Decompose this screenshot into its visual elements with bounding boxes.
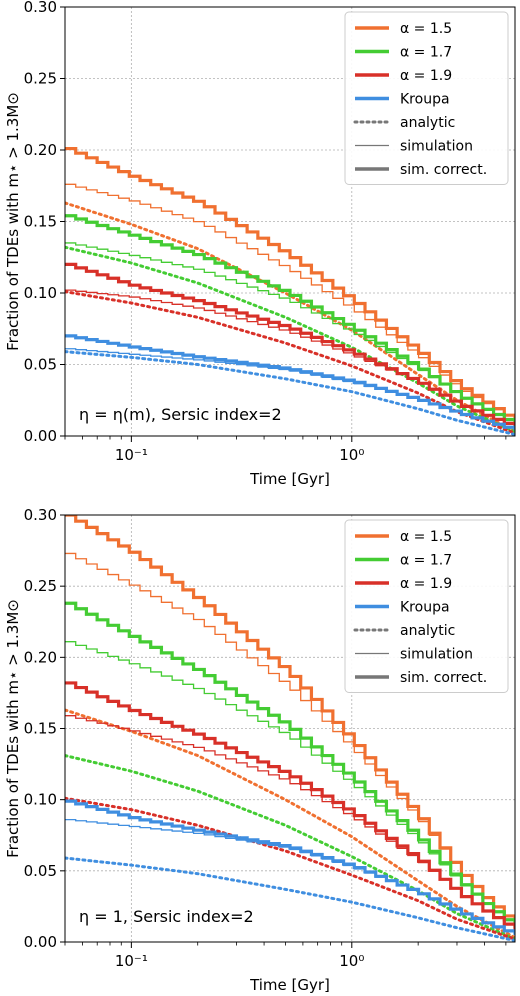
legend-box: [344, 11, 509, 185]
legend-label: Kroupa: [400, 600, 450, 616]
y-tick-label: 0.25: [24, 70, 57, 88]
legend-label: α = 1.5: [400, 529, 452, 545]
x-axis-label: Time [Gyr]: [249, 470, 330, 488]
legend-box: [344, 519, 509, 693]
series-sim-correct--line: [65, 515, 515, 925]
y-axis-label: Fraction of TDEs with m⋆ > 1.3M⊙: [4, 92, 22, 351]
y-tick-label: 0.05: [24, 862, 57, 880]
series-sim-correct--line: [65, 334, 515, 431]
series-simulation-line: [65, 641, 515, 928]
y-tick-label: 0.15: [24, 720, 57, 738]
x-tick-label: 10⁰: [339, 446, 364, 464]
legend-label: analytic: [400, 623, 455, 639]
legend-label: Kroupa: [400, 92, 450, 108]
legend-label: sim. correct.: [400, 670, 487, 686]
x-tick-label: 10⁰: [339, 952, 364, 970]
panel-annotation: η = η(m), Sersic index=2: [79, 405, 282, 424]
series-sim-correct--line: [65, 601, 515, 928]
y-tick-label: 0.20: [24, 141, 57, 159]
y-tick-label: 0.30: [24, 0, 57, 16]
x-axis-label: Time [Gyr]: [249, 976, 330, 994]
x-tick-label: 10⁻¹: [115, 446, 148, 464]
series-sim-correct--line: [65, 146, 515, 422]
y-tick-label: 0.00: [24, 933, 57, 951]
legend-label: α = 1.9: [400, 576, 452, 592]
legend-label: α = 1.9: [400, 68, 452, 84]
legend-label: analytic: [400, 115, 455, 131]
y-tick-label: 0.00: [24, 427, 57, 445]
legend-label: simulation: [400, 139, 473, 155]
series-sim-correct--line: [65, 214, 515, 425]
y-tick-label: 0.30: [24, 506, 57, 524]
panel-annotation: η = 1, Sersic index=2: [79, 907, 254, 926]
y-tick-label: 0.10: [24, 791, 57, 809]
x-tick-label: 10⁻¹: [115, 952, 148, 970]
y-tick-label: 0.25: [24, 577, 57, 595]
y-tick-label: 0.05: [24, 356, 57, 374]
series-group: [65, 146, 515, 436]
top-panel: 0.00 0.05 0.10 0.15 0.20 0.25 0.30 10⁻¹ 10⁰ Time …: [4, 0, 516, 488]
series-sim-correct--line: [65, 681, 515, 931]
series-analytic-line: [65, 796, 515, 941]
legend-label: sim. correct.: [400, 162, 487, 178]
y-tick-label: 0.10: [24, 284, 57, 302]
y-tick-label: 0.15: [24, 213, 57, 231]
series-sim-correct--line: [65, 262, 515, 428]
legend-label: α = 1.7: [400, 553, 452, 569]
series-group: [65, 515, 515, 942]
legend-label: α = 1.5: [400, 21, 452, 37]
series-analytic-line: [65, 708, 515, 940]
series-sim-correct--line: [65, 799, 515, 935]
y-axis-label: Fraction of TDEs with m⋆ > 1.3M⊙: [4, 599, 22, 858]
legend-label: α = 1.7: [400, 45, 452, 61]
series-analytic-line: [65, 350, 515, 436]
series-analytic-line: [65, 856, 515, 942]
legend-label: simulation: [400, 647, 473, 663]
y-tick-label: 0.20: [24, 648, 57, 666]
bottom-panel: 0.00 0.05 0.10 0.15 0.20 0.25 0.30 10⁻¹ 10⁰ Time …: [4, 506, 516, 994]
